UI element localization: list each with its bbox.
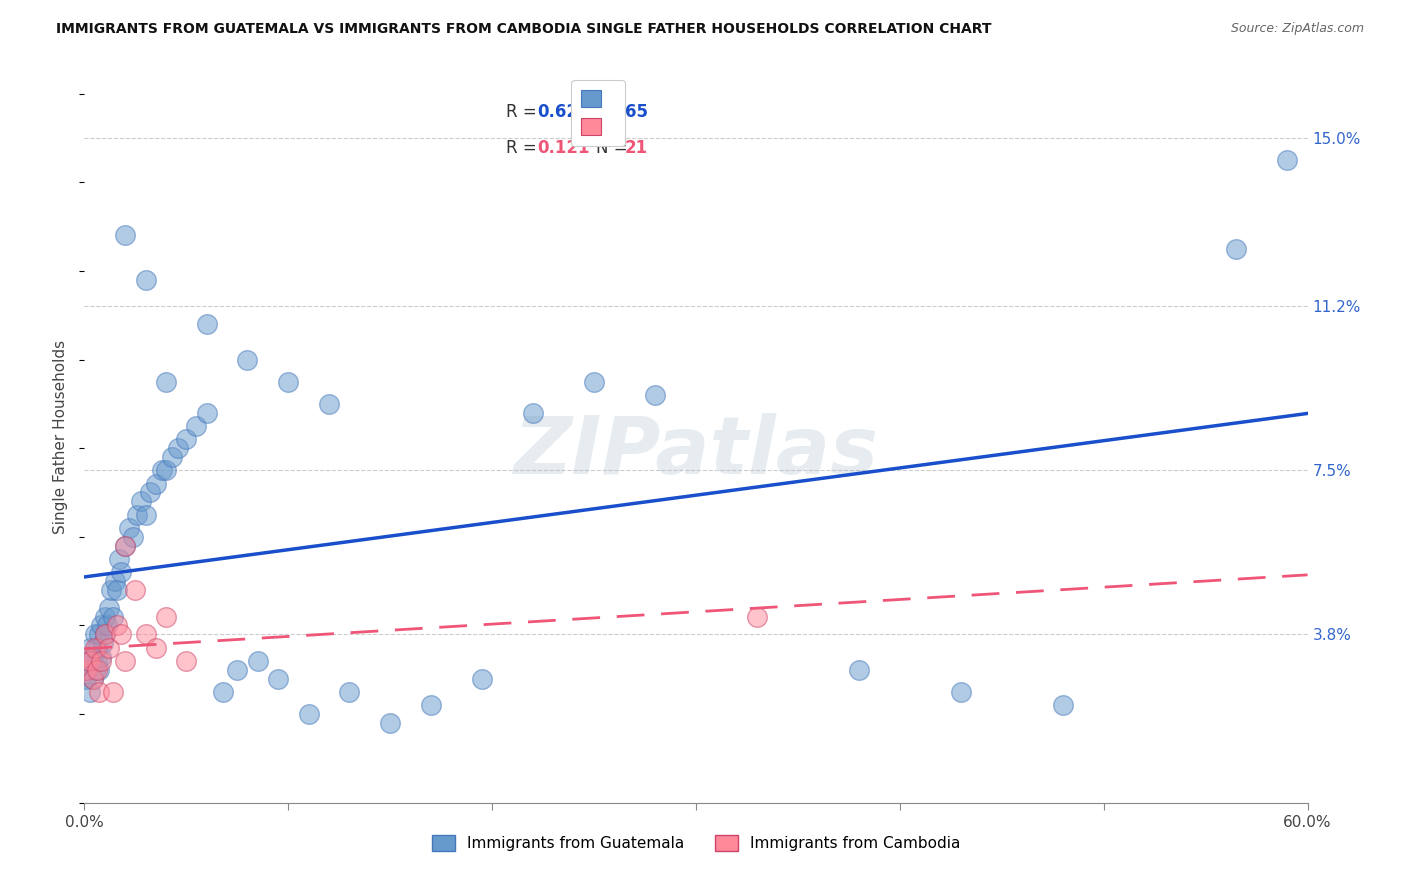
Point <box>86 663 108 677</box>
Point <box>83 627 105 641</box>
Point <box>522 406 544 420</box>
Point <box>86 654 108 668</box>
Point <box>138 485 160 500</box>
Point <box>101 685 124 699</box>
Point <box>91 636 114 650</box>
Point <box>83 663 105 677</box>
Point <box>236 352 259 367</box>
Point <box>135 508 157 522</box>
Point <box>267 672 290 686</box>
Point <box>848 663 870 677</box>
Point <box>155 609 177 624</box>
Text: N =: N = <box>596 139 633 157</box>
Point <box>150 463 173 477</box>
Point <box>127 508 149 522</box>
Text: N =: N = <box>596 103 633 120</box>
Point <box>87 663 110 677</box>
Text: R =: R = <box>506 103 543 120</box>
Point <box>122 530 145 544</box>
Point <box>339 685 361 699</box>
Point <box>90 618 112 632</box>
Point <box>135 273 157 287</box>
Point <box>93 627 115 641</box>
Point <box>118 521 141 535</box>
Point <box>1277 153 1299 167</box>
Point <box>105 582 128 597</box>
Point <box>420 698 443 713</box>
Text: Source: ZipAtlas.com: Source: ZipAtlas.com <box>1230 22 1364 36</box>
Point <box>174 432 197 446</box>
Point <box>167 441 190 455</box>
Point <box>90 654 112 668</box>
Point <box>212 685 235 699</box>
Point <box>644 388 666 402</box>
Point <box>108 552 131 566</box>
Point <box>114 228 136 243</box>
Point <box>1052 698 1074 713</box>
Point <box>77 663 100 677</box>
Point <box>1225 242 1247 256</box>
Text: R =: R = <box>506 139 547 157</box>
Point <box>186 419 208 434</box>
Point <box>97 600 120 615</box>
Point <box>114 539 136 553</box>
Point <box>174 654 197 668</box>
Point <box>114 539 136 553</box>
Point <box>145 476 167 491</box>
Point <box>110 627 132 641</box>
Point <box>114 654 136 668</box>
Point <box>160 450 183 464</box>
Point <box>79 640 101 655</box>
Text: 21: 21 <box>626 139 648 157</box>
Point <box>77 654 100 668</box>
Point <box>79 654 101 668</box>
Point <box>471 672 494 686</box>
Point <box>93 609 115 624</box>
Point <box>747 609 769 624</box>
Point <box>104 574 127 589</box>
Point <box>277 375 299 389</box>
Point <box>79 685 101 699</box>
Point <box>155 463 177 477</box>
Point <box>124 582 146 597</box>
Point <box>90 649 112 664</box>
Point <box>110 566 132 580</box>
Text: 65: 65 <box>626 103 648 120</box>
Point <box>380 716 402 731</box>
Point <box>101 609 124 624</box>
Text: 0.623: 0.623 <box>537 103 589 120</box>
Point <box>75 672 97 686</box>
Point <box>131 494 153 508</box>
Point <box>75 663 97 677</box>
Legend: Immigrants from Guatemala, Immigrants from Cambodia: Immigrants from Guatemala, Immigrants fr… <box>426 830 966 857</box>
Point <box>77 649 100 664</box>
Text: 0.121: 0.121 <box>537 139 589 157</box>
Point <box>105 618 128 632</box>
Point <box>82 672 104 686</box>
Text: ZIPatlas: ZIPatlas <box>513 413 879 491</box>
Point <box>195 406 218 420</box>
Point <box>87 627 110 641</box>
Point <box>93 627 115 641</box>
Point <box>318 397 340 411</box>
Point <box>226 663 249 677</box>
Point <box>86 640 108 655</box>
Point <box>135 627 157 641</box>
Point <box>155 375 177 389</box>
Point <box>950 685 973 699</box>
Point <box>82 672 104 686</box>
Point <box>87 685 110 699</box>
Point <box>83 640 105 655</box>
Point <box>96 618 118 632</box>
Point <box>97 640 120 655</box>
Point <box>583 375 606 389</box>
Text: IMMIGRANTS FROM GUATEMALA VS IMMIGRANTS FROM CAMBODIA SINGLE FATHER HOUSEHOLDS C: IMMIGRANTS FROM GUATEMALA VS IMMIGRANTS … <box>56 22 991 37</box>
Point <box>100 582 122 597</box>
Point <box>298 707 321 722</box>
Point <box>82 649 104 664</box>
Point <box>145 640 167 655</box>
Point <box>246 654 269 668</box>
Y-axis label: Single Father Households: Single Father Households <box>53 340 69 534</box>
Point <box>195 317 218 331</box>
